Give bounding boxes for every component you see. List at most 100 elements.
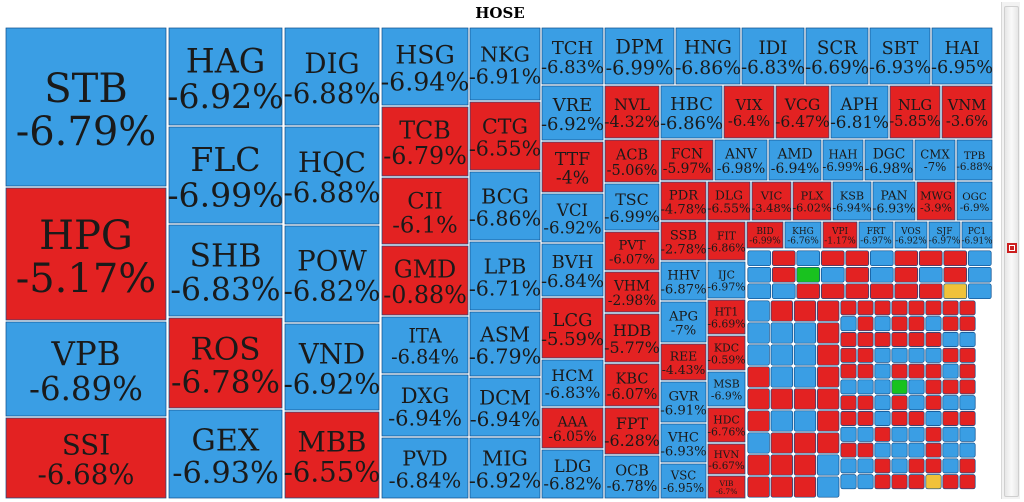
small-tile[interactable] xyxy=(857,363,874,379)
tile-vib[interactable] xyxy=(707,475,746,499)
small-tile[interactable] xyxy=(942,442,959,458)
small-tile[interactable] xyxy=(908,332,925,347)
tile-cmx[interactable] xyxy=(914,139,956,181)
small-tile[interactable] xyxy=(747,300,770,322)
tile-ttf[interactable] xyxy=(541,141,604,193)
small-tile[interactable] xyxy=(959,379,976,395)
tile-gex[interactable] xyxy=(168,409,283,499)
tile-asm[interactable] xyxy=(469,311,541,377)
small-tile[interactable] xyxy=(925,363,942,379)
tile-hqc[interactable] xyxy=(284,126,380,225)
tile-gmd[interactable] xyxy=(381,245,469,316)
tile-vic[interactable] xyxy=(751,181,792,221)
tile-dgc[interactable] xyxy=(864,139,914,181)
small-tile[interactable] xyxy=(869,250,894,267)
small-tile[interactable] xyxy=(943,250,968,267)
tile-pow[interactable] xyxy=(284,225,380,323)
small-tile[interactable] xyxy=(942,363,959,379)
small-tile[interactable] xyxy=(894,283,919,300)
tile-fpt[interactable] xyxy=(604,407,660,455)
tile-sjf[interactable] xyxy=(928,221,961,249)
small-tile[interactable] xyxy=(925,347,942,363)
small-tile[interactable] xyxy=(770,476,793,498)
small-tile[interactable] xyxy=(908,426,925,442)
small-tile[interactable] xyxy=(925,300,942,316)
small-tile[interactable] xyxy=(817,454,840,476)
tile-pvt[interactable] xyxy=(604,231,660,271)
small-tile[interactable] xyxy=(918,266,943,283)
tile-hag[interactable] xyxy=(168,27,283,126)
tile-nvl[interactable] xyxy=(604,85,660,139)
tile-ksb[interactable] xyxy=(832,181,872,221)
tile-kdc[interactable] xyxy=(707,335,746,371)
tile-cii[interactable] xyxy=(381,177,469,245)
small-tile[interactable] xyxy=(908,458,925,474)
small-tile[interactable] xyxy=(857,316,874,332)
small-tile[interactable] xyxy=(874,379,891,395)
small-tile[interactable] xyxy=(840,442,857,458)
tile-fcn[interactable] xyxy=(660,139,714,181)
tile-vnd[interactable] xyxy=(284,323,380,411)
small-tile[interactable] xyxy=(820,266,845,283)
small-tile[interactable] xyxy=(770,300,793,322)
small-tile[interactable] xyxy=(845,250,870,267)
small-tile[interactable] xyxy=(857,347,874,363)
small-tile[interactable] xyxy=(840,395,857,411)
tile-hah[interactable] xyxy=(822,139,864,181)
small-tile[interactable] xyxy=(918,283,943,300)
small-tile[interactable] xyxy=(959,442,976,458)
small-tile[interactable] xyxy=(770,432,793,454)
small-tile[interactable] xyxy=(874,347,891,363)
small-tile[interactable] xyxy=(770,388,793,410)
tile-ht1[interactable] xyxy=(707,299,746,335)
small-tile[interactable] xyxy=(840,458,857,474)
small-tile[interactable] xyxy=(747,410,770,432)
small-tile[interactable] xyxy=(925,395,942,411)
tile-hcm[interactable] xyxy=(541,359,604,407)
small-tile[interactable] xyxy=(891,379,908,395)
small-tile[interactable] xyxy=(959,474,976,490)
small-tile[interactable] xyxy=(942,458,959,474)
tile-bid[interactable] xyxy=(746,221,784,249)
small-tile[interactable] xyxy=(942,379,959,395)
small-tile[interactable] xyxy=(817,322,840,344)
small-tile[interactable] xyxy=(925,474,942,490)
tile-hdb[interactable] xyxy=(604,313,660,363)
small-tile[interactable] xyxy=(857,442,874,458)
small-tile[interactable] xyxy=(793,322,817,344)
small-tile[interactable] xyxy=(840,426,857,442)
small-tile[interactable] xyxy=(942,474,959,490)
tile-vpi[interactable] xyxy=(822,221,858,249)
small-tile[interactable] xyxy=(908,379,925,395)
small-tile[interactable] xyxy=(874,300,891,316)
tile-ocb[interactable] xyxy=(604,455,660,499)
tile-ssi[interactable] xyxy=(5,417,167,499)
small-tile[interactable] xyxy=(959,347,976,363)
small-tile[interactable] xyxy=(891,316,908,332)
tile-hvn[interactable] xyxy=(707,443,746,475)
small-tile[interactable] xyxy=(845,266,870,283)
small-tile[interactable] xyxy=(942,426,959,442)
tile-vhm[interactable] xyxy=(604,271,660,313)
small-tile[interactable] xyxy=(793,388,817,410)
tile-vcg[interactable] xyxy=(775,85,830,139)
small-tile[interactable] xyxy=(967,266,992,283)
small-tile[interactable] xyxy=(891,332,908,347)
small-tile[interactable] xyxy=(840,332,857,347)
small-tile[interactable] xyxy=(967,250,992,267)
tile-ldg[interactable] xyxy=(541,449,604,499)
small-tile[interactable] xyxy=(874,474,891,490)
small-tile[interactable] xyxy=(891,395,908,411)
small-tile[interactable] xyxy=(770,410,793,432)
small-tile[interactable] xyxy=(820,250,845,267)
small-tile[interactable] xyxy=(891,300,908,316)
tile-vix[interactable] xyxy=(723,85,775,139)
tile-aph[interactable] xyxy=(830,85,889,139)
small-tile[interactable] xyxy=(891,474,908,490)
tile-lcg[interactable] xyxy=(541,297,604,359)
small-tile[interactable] xyxy=(817,344,840,366)
small-tile[interactable] xyxy=(747,322,770,344)
small-tile[interactable] xyxy=(894,266,919,283)
small-tile[interactable] xyxy=(942,300,959,316)
tile-idi[interactable] xyxy=(741,27,805,85)
